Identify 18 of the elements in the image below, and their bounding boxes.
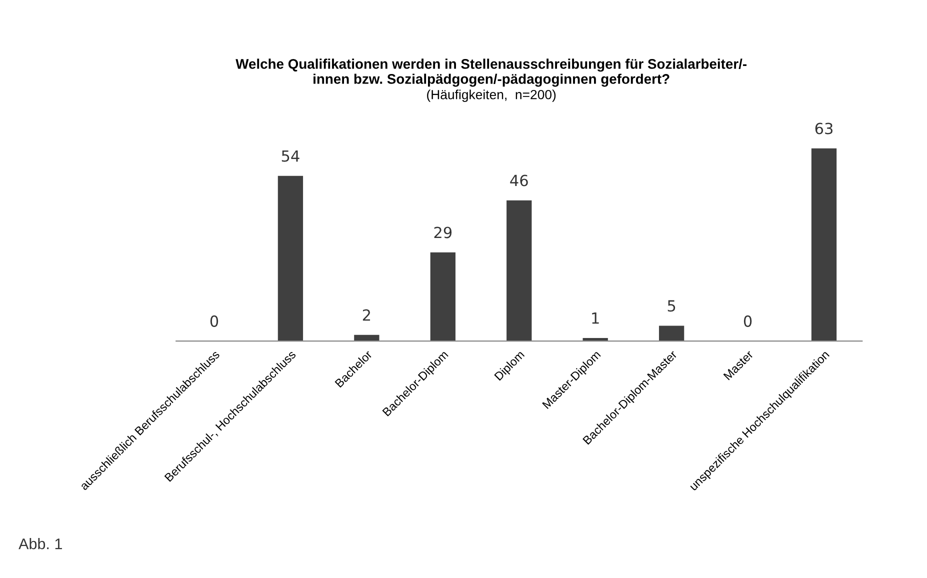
data-label: 0 bbox=[210, 315, 218, 327]
chart-subtitle: (Häufigkeiten, n=200) bbox=[427, 90, 556, 102]
data-label: 54 bbox=[282, 150, 300, 162]
bar bbox=[278, 176, 304, 342]
bar bbox=[354, 334, 380, 342]
data-label: 29 bbox=[434, 226, 452, 238]
data-label: 0 bbox=[744, 315, 752, 327]
data-label: 46 bbox=[510, 174, 528, 186]
data-label: 1 bbox=[592, 312, 599, 324]
data-label: 63 bbox=[815, 122, 832, 134]
chart-title: Welche Qualifikationen werden in Stellenausschreibungen für Sozialarbeiter/- innen bzw. Sozialpädgogen/-pädagoginnen gefordert? bbox=[236, 58, 746, 87]
bar bbox=[430, 252, 456, 342]
bar bbox=[658, 326, 684, 342]
data-label: 2 bbox=[362, 309, 370, 321]
bar bbox=[506, 200, 532, 342]
bar bbox=[811, 148, 837, 342]
data-label: 5 bbox=[668, 300, 676, 312]
caption: Abb. 1 bbox=[18, 538, 62, 550]
